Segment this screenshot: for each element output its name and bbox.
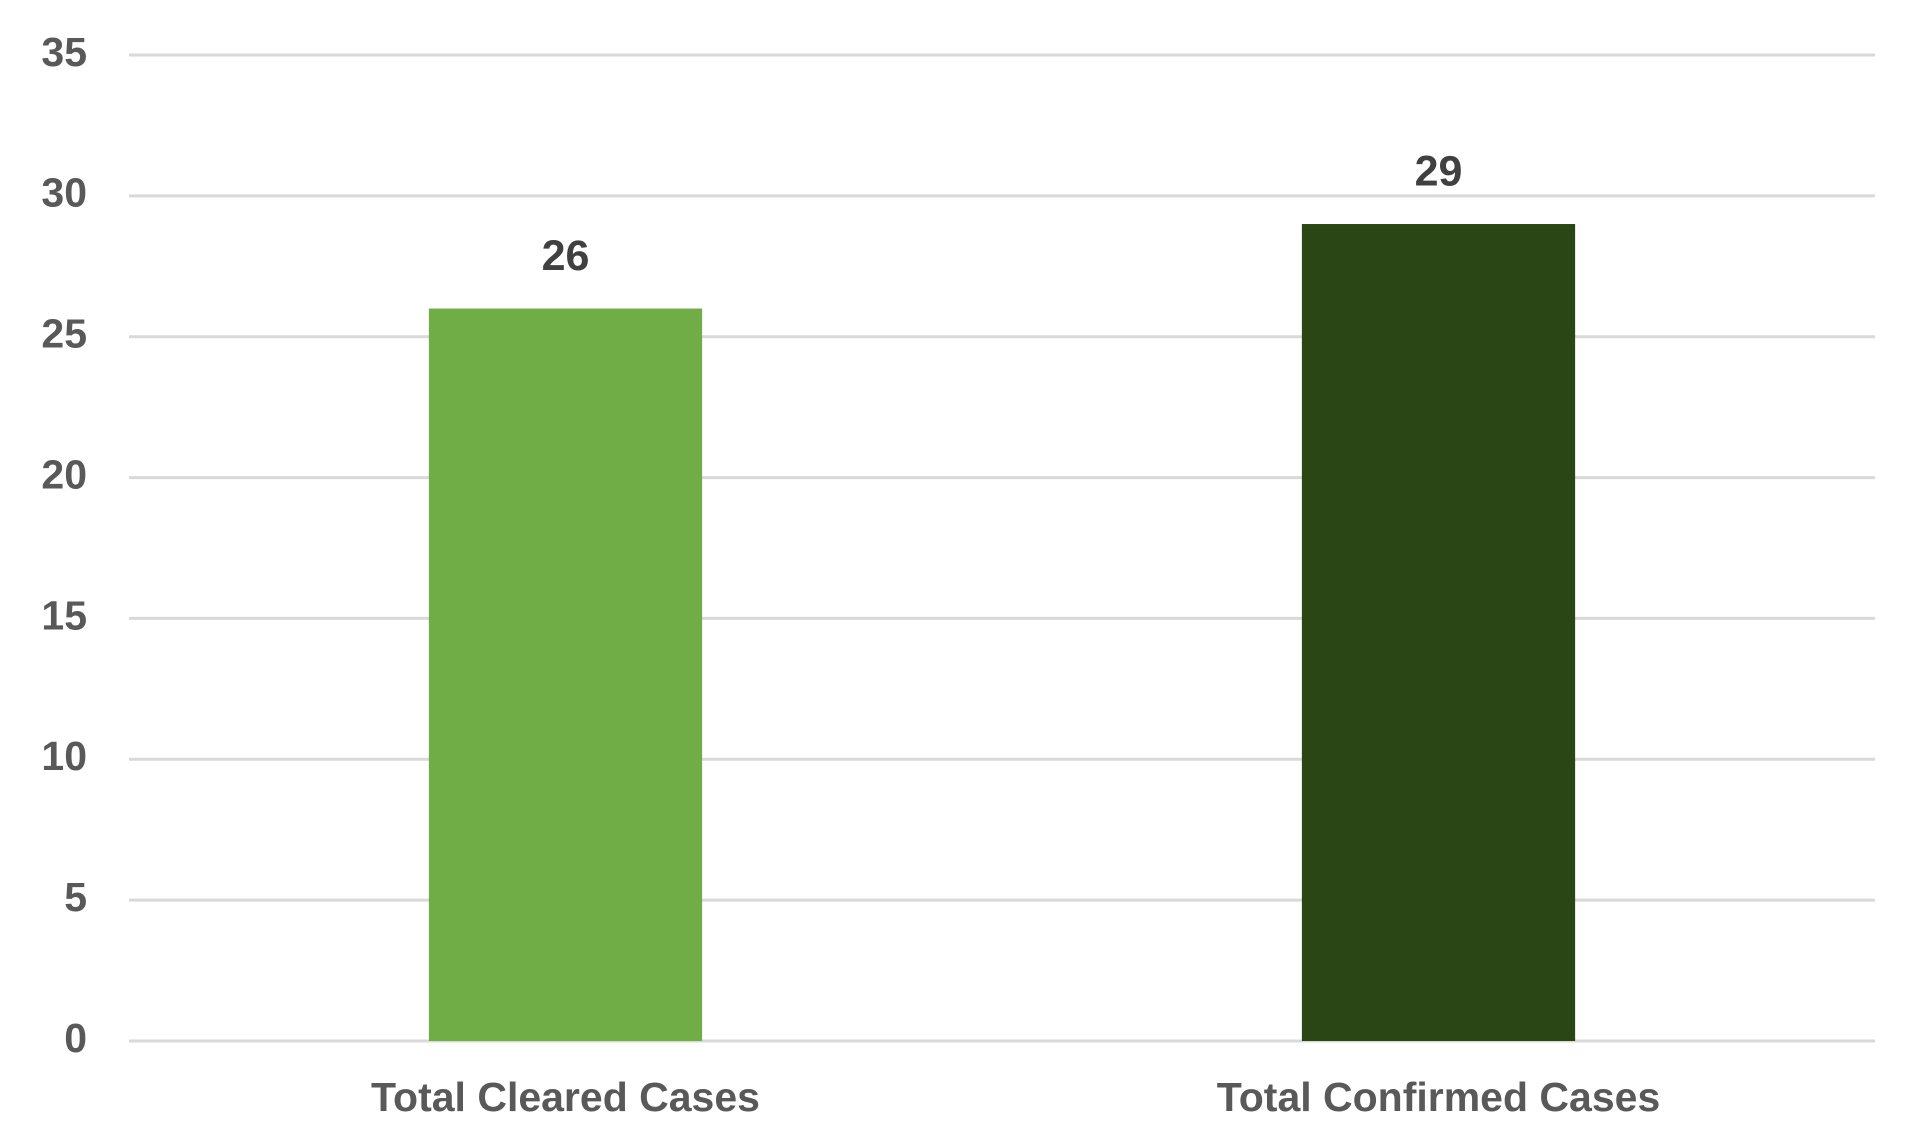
- y-tick-label: 10: [41, 733, 87, 779]
- y-tick-label: 15: [41, 592, 87, 638]
- data-label: 29: [1415, 147, 1463, 195]
- data-label: 26: [542, 232, 590, 280]
- y-tick-label: 25: [41, 311, 87, 357]
- y-tick-label: 35: [41, 29, 87, 75]
- bar: [1301, 224, 1576, 1041]
- y-tick-label: 20: [41, 451, 87, 497]
- bar: [428, 308, 703, 1041]
- y-tick-label: 30: [41, 170, 87, 216]
- x-tick-label: Total Cleared Cases: [371, 1074, 760, 1120]
- y-tick-label: 5: [64, 874, 87, 920]
- x-tick-label: Total Confirmed Cases: [1217, 1074, 1661, 1120]
- y-tick-label: 0: [64, 1015, 87, 1061]
